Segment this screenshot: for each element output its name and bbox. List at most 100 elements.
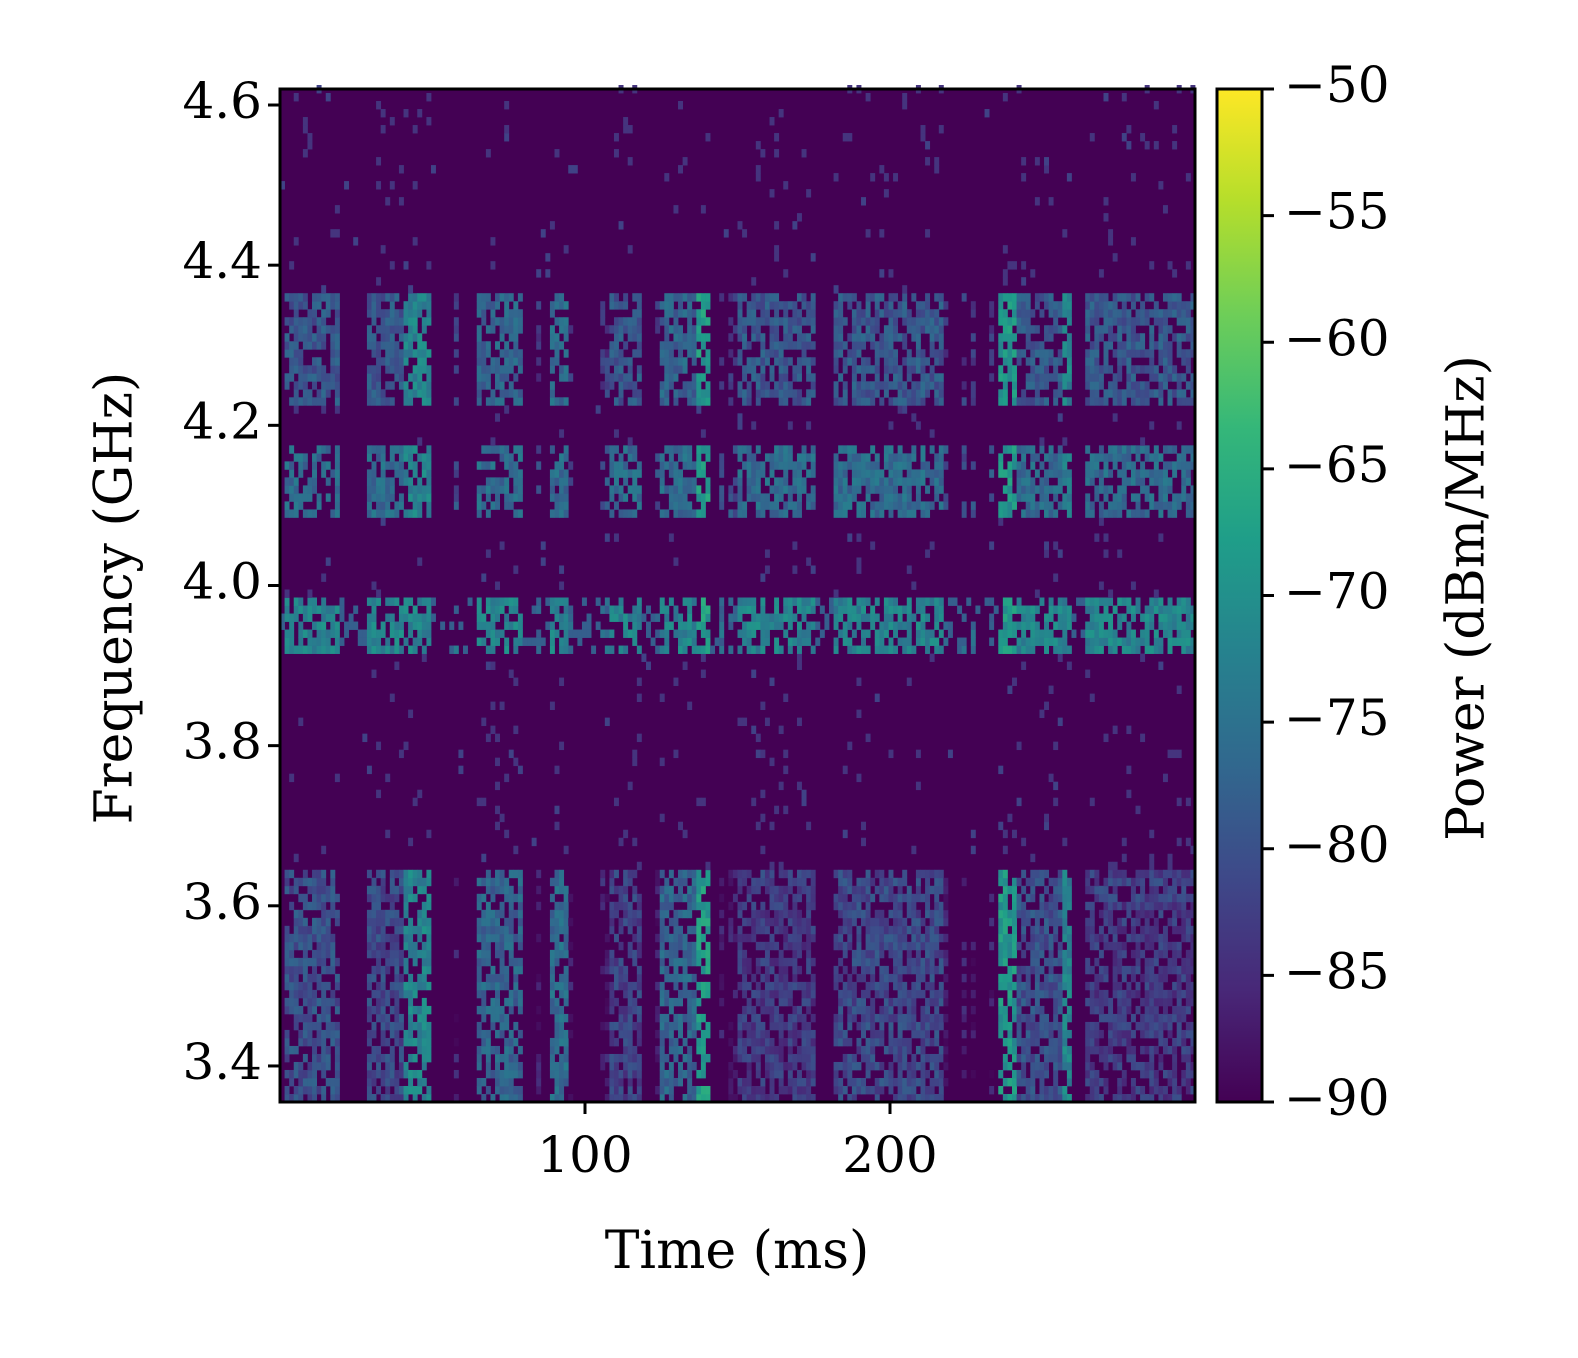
heatmap-cell [769,349,775,358]
heatmap-cell [366,293,372,302]
heatmap-cell [334,301,340,310]
heatmap-cell [883,917,889,927]
heatmap-cell [764,293,770,302]
heatmap-cell [861,341,866,350]
heatmap-cell [746,893,752,903]
heatmap-cell [426,925,432,935]
heatmap-cell [801,149,807,158]
heatmap-cell [920,477,926,486]
heatmap-cell [389,917,395,927]
heatmap-cell [376,981,382,991]
heatmap-cell [929,637,935,646]
heatmap-cell [613,373,619,382]
heatmap-cell [751,597,757,606]
heatmap-cell [856,509,862,518]
heatmap-cell [719,605,725,614]
heatmap-cell [796,637,802,646]
heatmap-cell [888,877,894,887]
heatmap-cell [998,365,1004,374]
heatmap-cell [806,885,812,895]
heatmap-cell [879,1077,885,1087]
heatmap-cell [906,885,912,895]
heatmap-cell [481,445,487,454]
heatmap-cell [806,989,812,999]
heatmap-cell [755,1021,761,1031]
heatmap-cell [513,461,519,470]
heatmap-cell [284,613,290,622]
heatmap-cell [481,1013,487,1023]
heatmap-cell [751,1021,757,1031]
heatmap-cell [659,1069,665,1079]
heatmap-cell [883,1013,889,1023]
heatmap-cell [883,989,889,999]
heatmap-cell [380,461,386,470]
heatmap-cell [302,461,308,470]
heatmap-cell [408,941,414,951]
heatmap-cell [783,1061,789,1071]
heatmap-cell [678,621,683,630]
heatmap-cell [915,325,921,334]
heatmap-cell [961,397,967,406]
heatmap-cell [737,949,743,959]
heatmap-cell [403,397,409,406]
heatmap-cell [604,1053,610,1063]
heatmap-cell [879,933,885,943]
heatmap-cell [481,989,487,999]
heatmap-cell [737,469,743,478]
heatmap-cell [678,293,683,302]
heatmap-cell [417,309,423,318]
heatmap-cell [385,501,391,510]
heatmap-cell [760,909,766,919]
heatmap-cell [549,621,555,630]
heatmap-cell [719,501,725,510]
heatmap-cell [600,301,606,310]
heatmap-cell [879,1005,885,1015]
heatmap-cell [833,301,839,310]
heatmap-cell [906,893,912,903]
heatmap-cell [842,885,848,895]
heatmap-cell [861,645,866,654]
heatmap-cell [366,1069,372,1079]
heatmap-cell [742,629,748,638]
heatmap-cell [485,325,491,334]
heatmap-cell [1012,885,1017,895]
heatmap-cell [751,933,757,943]
heatmap-cell [632,637,638,646]
heatmap-cell [417,925,423,935]
heatmap-cell [476,373,482,382]
heatmap-cell [778,1029,784,1039]
heatmap-cell [499,941,505,951]
heatmap-cell [613,965,619,975]
heatmap-cell [490,973,496,983]
heatmap-cell [861,997,866,1007]
heatmap-cell [476,957,482,967]
heatmap-cell [664,901,670,911]
heatmap-cell [796,1013,802,1023]
heatmap-cell [742,333,748,342]
heatmap-cell [902,405,908,414]
heatmap-cell [307,1093,313,1103]
heatmap-cell [961,509,967,518]
heatmap-cell [495,1045,500,1055]
heatmap-cell [517,765,523,775]
heatmap-cell [906,1085,912,1095]
heatmap-cell [929,981,935,991]
heatmap-cell [623,477,629,486]
heatmap-cell [302,389,308,398]
heatmap-cell [540,557,546,566]
heatmap-cell [380,989,386,999]
heatmap-cell [700,509,706,518]
heatmap-cell [421,453,427,462]
heatmap-cell [856,501,862,510]
heatmap-cell [787,645,793,654]
heatmap-cell [998,453,1004,462]
heatmap-cell [559,1077,565,1087]
heatmap-cell [806,557,812,566]
heatmap-cell [774,245,780,254]
heatmap-cell [929,997,935,1007]
heatmap-cell [325,1013,331,1023]
heatmap-cell [293,989,299,999]
heatmap-cell [883,485,889,494]
heatmap-cell [517,1029,523,1039]
heatmap-cell [1012,981,1017,991]
